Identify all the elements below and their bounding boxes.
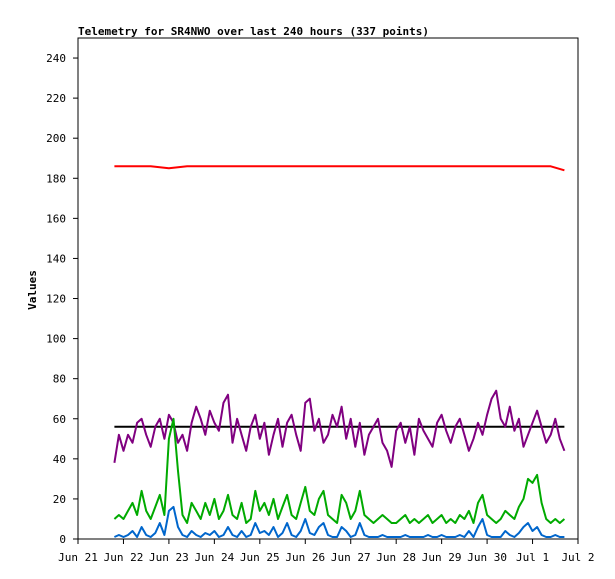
series-line <box>113 417 566 524</box>
x-tick-label: Jun 21 <box>58 551 98 564</box>
x-tick-label: Jun 30 <box>467 551 507 564</box>
y-tick-label: 80 <box>53 373 66 386</box>
x-tick-label: Jun 23 <box>149 551 189 564</box>
y-tick-label: 160 <box>46 212 66 225</box>
y-tick-label: 40 <box>53 453 66 466</box>
y-axis: 0 20 40 60 80 100 120 140 160 180 200 220 240 <box>46 52 78 546</box>
y-tick-label: 100 <box>46 333 66 346</box>
y-tick-label: 180 <box>46 172 66 185</box>
x-tick-label: Jul 2 <box>561 551 594 564</box>
y-tick-label: 0 <box>59 533 66 546</box>
series-layer <box>113 165 566 538</box>
x-tick-label: Jun 26 <box>285 551 325 564</box>
x-tick-label: Jun 27 <box>331 551 371 564</box>
y-tick-label: 20 <box>53 493 66 506</box>
series-line <box>114 165 565 172</box>
y-tick-label: 240 <box>46 52 66 65</box>
x-axis: Jun 21 Jun 22 Jun 23 Jun 24 Jun 25 Jun 26 Jun … <box>58 539 595 564</box>
y-tick-label: 60 <box>53 413 66 426</box>
plot-frame <box>77 37 579 540</box>
y-axis-label: Values <box>26 270 39 310</box>
chart-title: Telemetry for SR4NWO over last 240 hours… <box>78 25 429 38</box>
x-tick-label: Jul 1 <box>516 551 549 564</box>
y-tick-label: 140 <box>46 252 66 265</box>
y-tick-label: 200 <box>46 132 66 145</box>
series-line <box>113 389 566 468</box>
y-tick-label: 120 <box>46 293 66 306</box>
x-tick-label: Jun 28 <box>376 551 416 564</box>
x-tick-label: Jun 25 <box>240 551 280 564</box>
y-tick-label: 220 <box>46 92 66 105</box>
series-line <box>113 505 565 538</box>
x-tick-label: Jun 24 <box>194 551 234 564</box>
x-tick-label: Jun 22 <box>104 551 144 564</box>
x-tick-label: Jun 29 <box>422 551 462 564</box>
